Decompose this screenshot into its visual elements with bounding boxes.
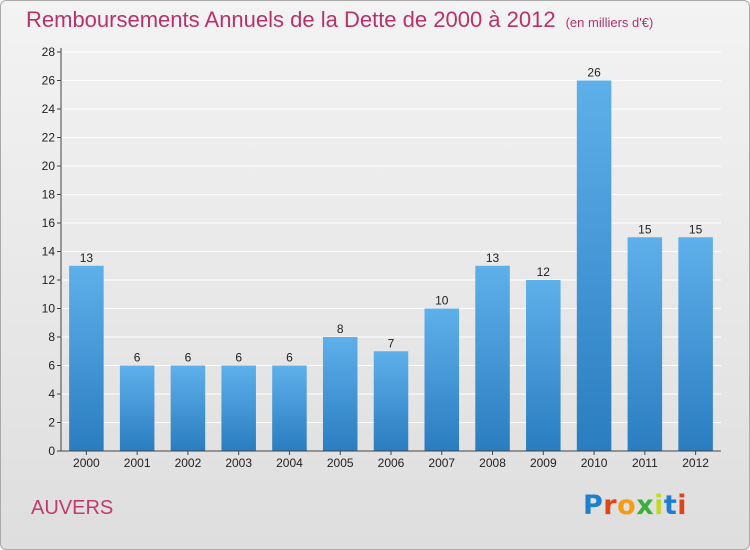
x-tick-label: 2003 (225, 456, 252, 470)
data-label: 26 (587, 66, 601, 80)
proxiti-logo: Proxiti (583, 490, 687, 521)
data-label: 6 (286, 351, 293, 365)
bar-2006 (373, 351, 409, 451)
bar-2005 (322, 337, 358, 451)
bar-2008 (475, 265, 510, 451)
chart-title: Remboursements Annuels de la Dette de 20… (26, 7, 556, 32)
y-tick-label: 8 (48, 330, 55, 344)
bar-2002 (170, 365, 206, 451)
y-tick-label: 4 (48, 387, 55, 401)
bar-2004 (272, 365, 307, 451)
bar-2003 (221, 365, 256, 451)
chart-unit: (en milliers d'€) (565, 15, 654, 30)
y-tick-label: 24 (42, 102, 56, 116)
y-tick-label: 10 (42, 302, 56, 316)
y-tick-label: 16 (42, 216, 56, 230)
bar-2001 (119, 365, 155, 451)
y-tick-label: 6 (48, 359, 55, 373)
data-label: 7 (388, 336, 395, 350)
data-label: 8 (337, 322, 344, 336)
title-row: Remboursements Annuels de la Dette de 20… (26, 7, 653, 33)
x-tick-label: 2011 (632, 456, 658, 470)
y-tick-label: 20 (42, 159, 56, 173)
logo-letter: i (654, 490, 664, 521)
x-tick-label: 2001 (124, 456, 151, 470)
logo-letter: i (677, 490, 688, 521)
commune-name: AUVERS (31, 497, 114, 519)
data-label: 15 (638, 222, 652, 236)
logo-letter: P (583, 490, 604, 521)
x-tick-label: 2004 (276, 456, 303, 470)
data-label: 12 (537, 265, 551, 279)
y-tick-label: 28 (42, 45, 56, 59)
y-tick-label: 14 (42, 245, 56, 259)
x-tick-label: 2008 (479, 456, 506, 470)
x-tick-label: 2005 (327, 456, 354, 470)
logo-letter: x (636, 490, 655, 521)
data-label: 6 (235, 351, 242, 365)
x-tick-label: 2000 (73, 456, 100, 470)
logo-letter: r (603, 490, 618, 521)
data-label: 13 (80, 251, 94, 265)
bar-2007 (424, 308, 460, 451)
bar-2011 (627, 237, 663, 451)
bar-2009 (526, 280, 561, 451)
logo-letter: o (617, 490, 637, 521)
x-tick-label: 2010 (581, 456, 608, 470)
x-tick-label: 2012 (682, 456, 709, 470)
bar-2010 (576, 80, 612, 451)
x-tick-label: 2009 (530, 456, 557, 470)
logo-letter: t (663, 490, 678, 521)
y-tick-label: 0 (48, 444, 55, 458)
data-label: 13 (486, 251, 500, 265)
bar-2000 (69, 265, 104, 451)
y-tick-label: 2 (48, 416, 55, 430)
y-tick-label: 26 (42, 74, 56, 88)
data-label: 6 (185, 351, 192, 365)
y-tick-label: 22 (42, 131, 56, 145)
y-tick-label: 12 (42, 273, 56, 287)
y-tick-label: 18 (42, 188, 56, 202)
x-tick-label: 2002 (175, 456, 202, 470)
data-label: 10 (435, 294, 449, 308)
x-tick-label: 2006 (378, 456, 405, 470)
x-tick-label: 2007 (428, 456, 455, 470)
bar-2012 (678, 237, 713, 451)
data-label: 6 (134, 351, 141, 365)
data-label: 15 (689, 222, 703, 236)
